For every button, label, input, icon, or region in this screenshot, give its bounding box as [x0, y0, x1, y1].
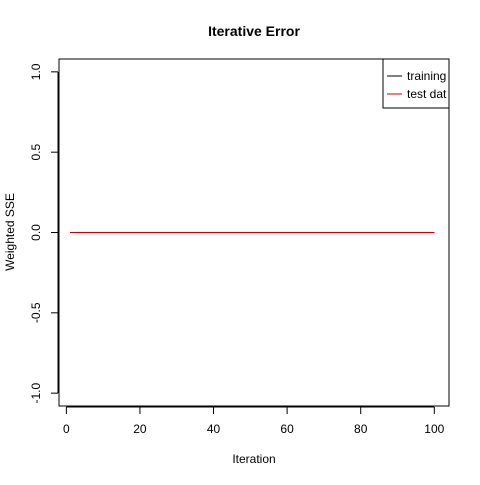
- x-tick-label: 60: [280, 422, 294, 436]
- plot-frame: [58, 58, 450, 407]
- y-tick-label: 0.0: [29, 224, 43, 241]
- legend-box: [382, 58, 450, 109]
- x-tick-label: 100: [424, 422, 444, 436]
- x-axis: 0 20 40 60 80 100: [63, 406, 445, 436]
- y-axis: -1.0 -0.5 0.0 0.5 1.0: [29, 63, 59, 403]
- legend-label-training: training: [407, 69, 446, 83]
- legend: training test dat: [382, 58, 450, 109]
- x-tick-label: 20: [133, 422, 147, 436]
- y-tick-label: -0.5: [29, 302, 43, 323]
- legend-label-test: test dat: [407, 87, 447, 101]
- chart-title: Iterative Error: [208, 23, 300, 39]
- y-tick-label: -1.0: [29, 382, 43, 403]
- x-tick-label: 0: [63, 422, 70, 436]
- x-axis-label: Iteration: [232, 452, 275, 466]
- y-tick-label: 1.0: [29, 63, 43, 80]
- y-axis-label: Weighted SSE: [3, 193, 17, 271]
- y-tick-label: 0.5: [29, 144, 43, 161]
- x-tick-label: 80: [354, 422, 368, 436]
- x-tick-label: 40: [207, 422, 221, 436]
